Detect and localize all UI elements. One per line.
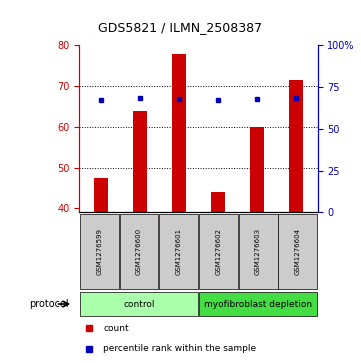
- Bar: [199, 292, 317, 316]
- Text: myofibroblast depletion: myofibroblast depletion: [204, 299, 312, 309]
- Bar: [239, 214, 278, 289]
- Text: protocol: protocol: [29, 299, 69, 309]
- Text: count: count: [103, 323, 129, 333]
- Bar: [199, 214, 238, 289]
- Bar: [119, 214, 158, 289]
- Text: GSM1276601: GSM1276601: [176, 228, 182, 275]
- Bar: [80, 292, 198, 316]
- Text: GSM1276602: GSM1276602: [216, 228, 221, 275]
- Bar: [172, 53, 186, 212]
- Bar: [80, 214, 119, 289]
- Bar: [133, 111, 147, 212]
- Bar: [290, 80, 303, 212]
- Text: GSM1276599: GSM1276599: [96, 228, 102, 275]
- Text: GSM1276604: GSM1276604: [295, 228, 301, 275]
- Bar: [159, 214, 198, 289]
- Bar: [278, 214, 317, 289]
- Bar: [211, 192, 225, 212]
- Text: percentile rank within the sample: percentile rank within the sample: [103, 344, 256, 354]
- Bar: [94, 178, 108, 212]
- Text: control: control: [123, 299, 155, 309]
- Bar: [250, 127, 264, 212]
- Text: GSM1276600: GSM1276600: [136, 228, 142, 275]
- Text: GSM1276603: GSM1276603: [255, 228, 261, 275]
- Text: GDS5821 / ILMN_2508387: GDS5821 / ILMN_2508387: [99, 21, 262, 34]
